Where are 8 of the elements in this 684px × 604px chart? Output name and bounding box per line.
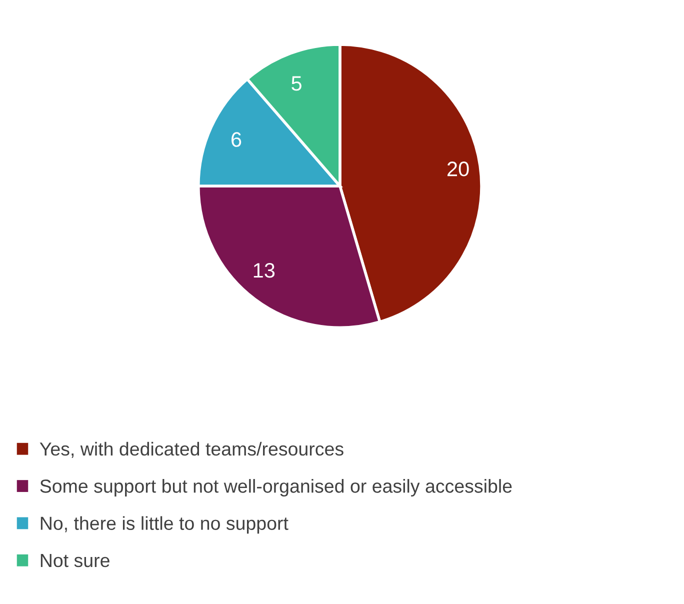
legend-label: No, there is little to no support: [40, 516, 288, 534]
data-label: 5: [292, 76, 302, 91]
legend-label: Some support but not well-organised or easily accessible: [40, 479, 512, 497]
data-label: 6: [232, 132, 242, 147]
data-label: 13: [254, 263, 275, 278]
legend-label: Yes, with dedicated teams/resources: [40, 442, 344, 458]
data-label: 20: [448, 162, 469, 176]
legend-label: Not sure: [40, 554, 110, 568]
